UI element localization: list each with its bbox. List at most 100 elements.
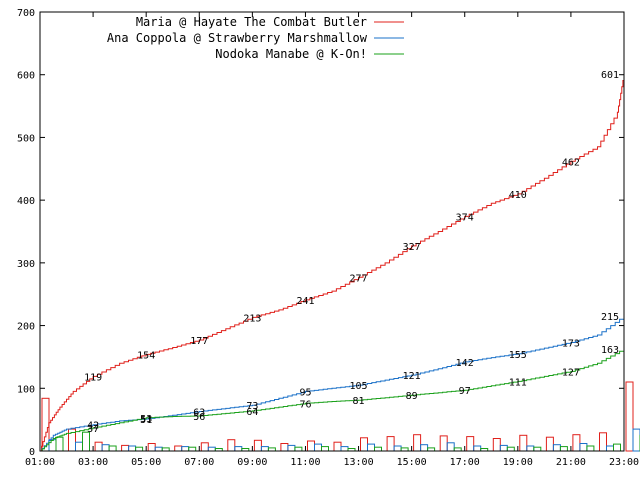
data-label-2-0: 42 bbox=[87, 421, 99, 432]
y-tick-label-6: 600 bbox=[17, 71, 35, 82]
data-label-2-8: 155 bbox=[509, 350, 527, 361]
hourly-bars bbox=[41, 381, 640, 452]
hourly-bar-1-2 bbox=[94, 441, 103, 452]
hourly-bar-2-17 bbox=[499, 444, 508, 452]
hourly-bar-3-20 bbox=[586, 445, 595, 452]
x-tick-label-7: 15:00 bbox=[397, 457, 427, 468]
hourly-bar-1-4 bbox=[147, 443, 156, 452]
axes: 0 100 200 300 400 500 600 700 01:00 03:00 05:00 07:… bbox=[17, 8, 639, 468]
data-label-1-9: 462 bbox=[562, 157, 580, 168]
x-tick-label-4: 09:00 bbox=[237, 457, 267, 468]
series-line-3 bbox=[40, 348, 625, 452]
data-label-1-10: 601 bbox=[601, 70, 619, 81]
data-label-3-3: 64 bbox=[246, 407, 258, 418]
hourly-bar-2-18 bbox=[526, 445, 535, 452]
x-tick-label-6: 13:00 bbox=[343, 457, 373, 468]
hourly-bar-1-7 bbox=[227, 439, 236, 452]
hourly-bar-2-5 bbox=[181, 446, 190, 452]
hourly-bar-2-12 bbox=[367, 443, 375, 452]
hourly-bar-2-16 bbox=[473, 445, 482, 452]
hourly-bar-1-19 bbox=[545, 436, 554, 452]
hourly-bar-1-3 bbox=[121, 444, 130, 452]
data-label-1-8: 410 bbox=[509, 190, 527, 201]
legend-label-2: Ana Coppola @ Strawberry Marshmallow bbox=[107, 31, 368, 45]
hourly-bar-1-15 bbox=[439, 435, 448, 452]
data-label-3-1: 53 bbox=[140, 414, 152, 425]
hourly-bar-2-4 bbox=[154, 446, 163, 452]
data-label-2-3: 73 bbox=[246, 401, 258, 412]
data-label-3-9: 127 bbox=[562, 367, 580, 378]
data-label-3-5: 81 bbox=[352, 396, 364, 407]
hourly-bar-1-17 bbox=[492, 438, 501, 452]
hourly-bar-2-9 bbox=[287, 444, 296, 452]
hourly-bar-1-5 bbox=[174, 445, 183, 452]
hourly-bar-3-5 bbox=[188, 446, 197, 452]
hourly-bar-1-22 bbox=[625, 381, 634, 452]
y-tick-label-0: 0 bbox=[29, 447, 35, 458]
hourly-bar-2-2 bbox=[101, 444, 110, 452]
hourly-bar-2-13 bbox=[393, 445, 402, 452]
hourly-bar-1-12 bbox=[360, 437, 368, 452]
data-label-3-2: 56 bbox=[193, 412, 205, 423]
data-label-1-4: 241 bbox=[296, 296, 314, 307]
hourly-bar-3-17 bbox=[506, 446, 515, 452]
y-tick-label-1: 100 bbox=[17, 384, 35, 395]
hourly-bar-1-10 bbox=[307, 440, 315, 452]
data-label-3-6: 89 bbox=[406, 391, 418, 402]
hourly-bar-2-6 bbox=[207, 446, 216, 452]
data-label-3-0: 37 bbox=[87, 424, 99, 435]
hourly-bar-3-2 bbox=[108, 445, 117, 452]
hourly-bar-3-3 bbox=[135, 446, 144, 452]
hourly-bar-3-9 bbox=[294, 446, 303, 452]
data-label-3-4: 76 bbox=[299, 399, 311, 410]
y-tick-label-2: 200 bbox=[17, 322, 35, 333]
data-label-2-10: 215 bbox=[601, 312, 619, 323]
hourly-bar-3-19 bbox=[559, 446, 568, 452]
data-label-2-2: 63 bbox=[193, 408, 205, 419]
y-tick-label-3: 300 bbox=[17, 259, 35, 270]
hourly-bar-1-18 bbox=[519, 434, 528, 452]
x-tick-label-3: 07:00 bbox=[184, 457, 214, 468]
hourly-bar-3-0 bbox=[55, 436, 64, 452]
hourly-bar-3-10 bbox=[321, 446, 329, 452]
x-tick-label-10: 21:00 bbox=[556, 457, 586, 468]
hourly-bar-2-0 bbox=[48, 439, 57, 452]
data-label-2-6: 121 bbox=[403, 371, 421, 382]
hourly-bar-3-21 bbox=[613, 443, 621, 452]
hourly-bar-2-21 bbox=[606, 445, 614, 452]
data-label-1-7: 374 bbox=[456, 212, 474, 223]
hourly-bar-1-21 bbox=[599, 432, 607, 452]
legend: Maria @ Hayate The Combat Butler Ana Copp… bbox=[107, 15, 404, 61]
data-label-2-7: 142 bbox=[456, 358, 474, 369]
x-tick-label-2: 05:00 bbox=[131, 457, 161, 468]
cumulative-lines bbox=[40, 74, 625, 452]
hourly-bar-1-14 bbox=[413, 434, 422, 452]
hourly-bar-2-10 bbox=[314, 443, 322, 452]
x-tick-label-11: 23:00 bbox=[609, 457, 639, 468]
hourly-bar-1-16 bbox=[466, 436, 475, 452]
hourly-bar-2-8 bbox=[260, 446, 269, 452]
data-label-3-8: 111 bbox=[509, 377, 527, 388]
hourly-bar-1-20 bbox=[572, 434, 581, 452]
y-tick-label-5: 500 bbox=[17, 133, 35, 144]
x-tick-label-1: 03:00 bbox=[78, 457, 108, 468]
hourly-bar-2-1 bbox=[75, 441, 83, 452]
hourly-bar-1-8 bbox=[253, 439, 262, 452]
data-label-2-1: 51 bbox=[140, 415, 152, 426]
hourly-bar-2-19 bbox=[552, 444, 561, 452]
data-label-2-9: 173 bbox=[562, 339, 580, 350]
hourly-bar-2-7 bbox=[234, 446, 243, 452]
hourly-bar-2-14 bbox=[420, 444, 429, 452]
hourly-bar-2-15 bbox=[446, 442, 455, 452]
hourly-bar-2-3 bbox=[128, 445, 137, 452]
hourly-bar-1-11 bbox=[333, 441, 342, 452]
series-line-1 bbox=[40, 74, 625, 452]
x-tick-label-5: 11:00 bbox=[290, 457, 320, 468]
data-label-3-7: 97 bbox=[459, 386, 471, 397]
series-line-2 bbox=[40, 316, 625, 452]
data-labels: 119 154 177 213 241 277 327 374 410 462 601 42 51 63 7… bbox=[84, 70, 619, 435]
data-label-1-0: 119 bbox=[84, 372, 102, 383]
data-label-2-4: 95 bbox=[299, 387, 311, 398]
y-tick-label-7: 700 bbox=[17, 8, 35, 19]
